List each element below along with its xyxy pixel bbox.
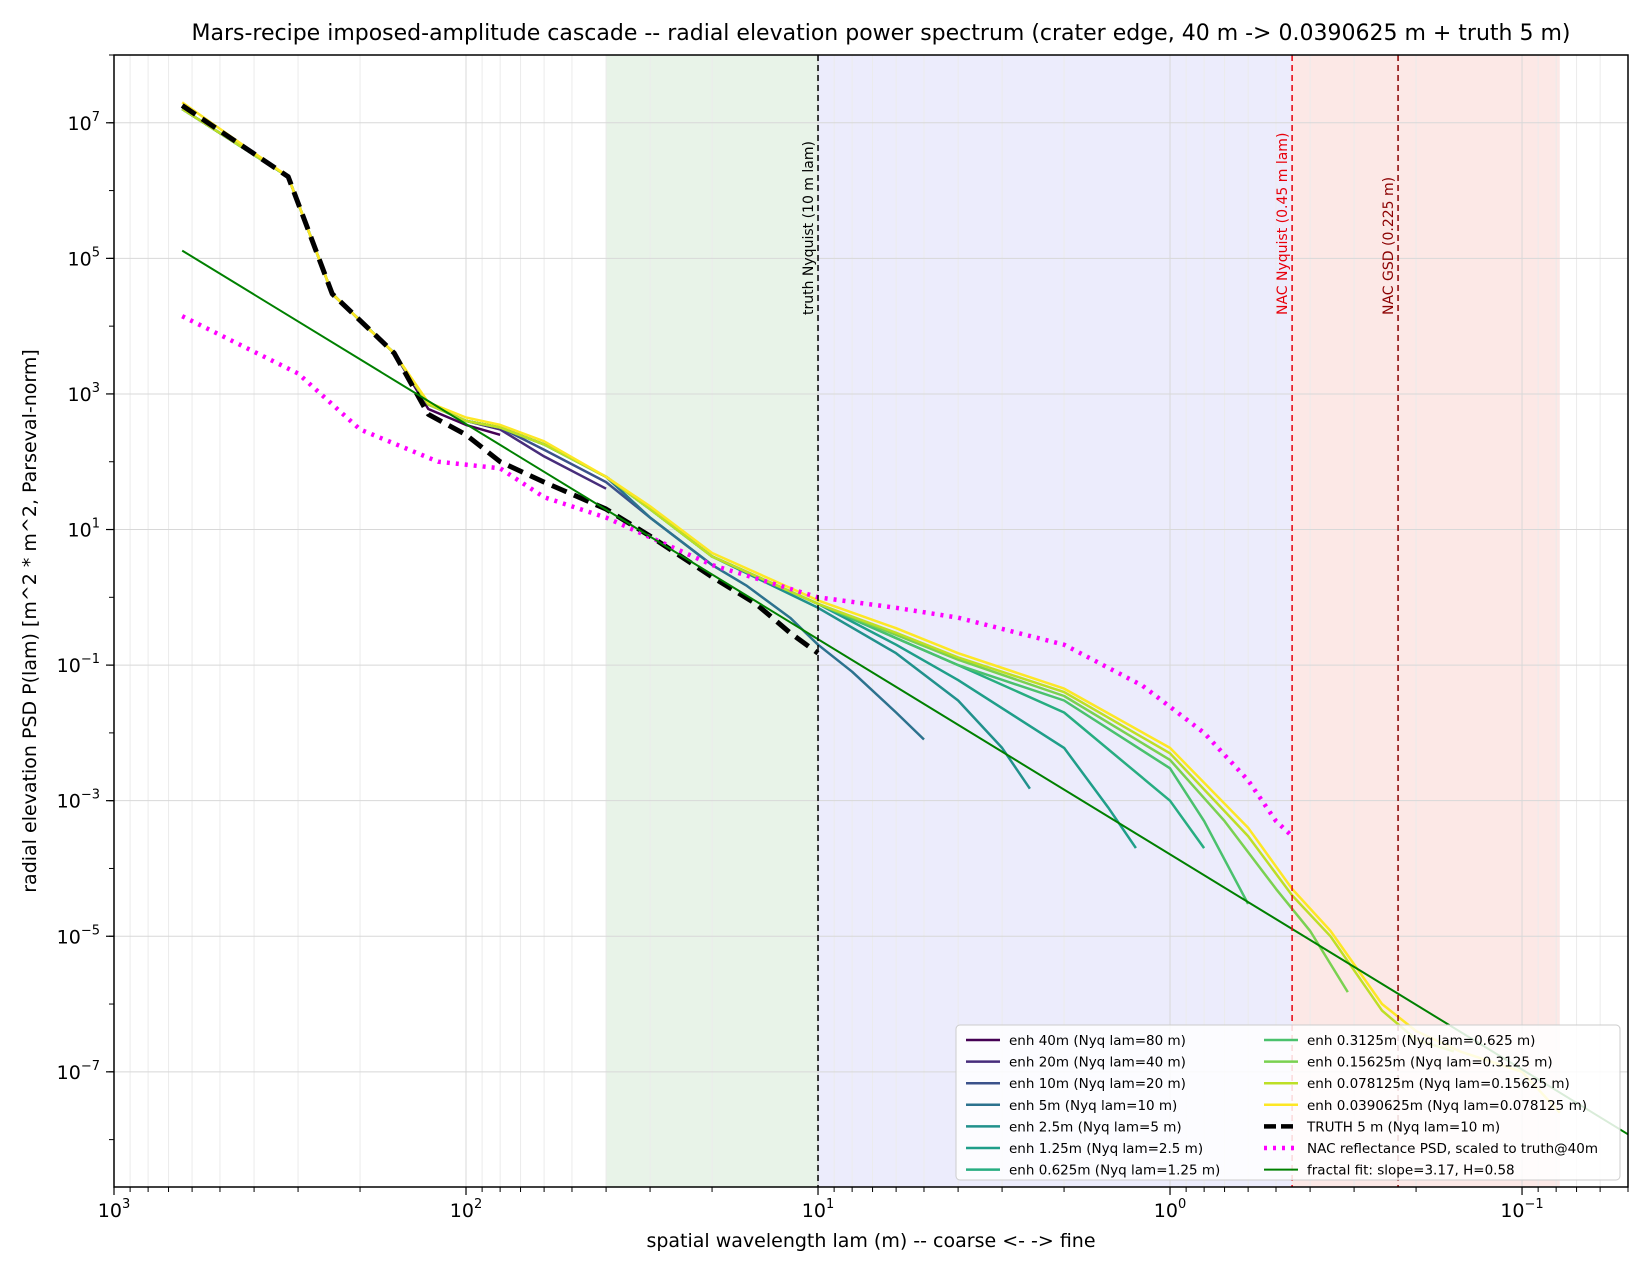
legend-label-10: enh 0.0390625m (Nyq lam=0.078125 m) <box>1307 1098 1587 1114</box>
plot-frame <box>113 54 1629 1188</box>
vline-label-1: NAC Nyquist (0.45 m lam) <box>1275 133 1291 315</box>
x-tick-label-3: 100 <box>1154 1197 1186 1222</box>
legend-label-9: enh 0.078125m (Nyq lam=0.15625 m) <box>1307 1076 1570 1092</box>
grid-lines <box>113 55 1629 1187</box>
series-line-0 <box>181 107 501 437</box>
chart-title: Mars-recipe imposed-amplitude cascade --… <box>192 21 1571 46</box>
y-tick-label-0: 107 <box>68 110 100 135</box>
y-tick-label-2: 103 <box>68 381 100 406</box>
y-tick-label-7: 10−7 <box>57 1059 100 1084</box>
vline-label-0: truth Nyquist (10 m lam) <box>801 141 817 315</box>
x-tick-label-2: 101 <box>802 1197 834 1222</box>
reference-lines: truth Nyquist (10 m lam) NAC Nyquist (0.4… <box>801 55 1399 1187</box>
legend-label-6: enh 0.625m (Nyq lam=1.25 m) <box>1009 1163 1220 1179</box>
legend-label-5: enh 1.25m (Nyq lam=2.5 m) <box>1009 1141 1203 1157</box>
legend-label-3: enh 5m (Nyq lam=10 m) <box>1009 1098 1177 1114</box>
legend-label-1: enh 20m (Nyq lam=40 m) <box>1009 1055 1186 1071</box>
x-tick-label-4: 10−1 <box>1500 1197 1543 1222</box>
shaded-band-2 <box>1292 55 1560 1187</box>
y-tick-label-4: 10−1 <box>57 652 100 677</box>
shaded-band-1 <box>818 55 1293 1187</box>
legend-label-0: enh 40m (Nyq lam=80 m) <box>1009 1033 1186 1049</box>
series-line-10 <box>181 101 1561 1114</box>
legend-label-13: fractal fit: slope=3.17, H=0.58 <box>1307 1163 1515 1179</box>
y-tick-label-5: 10−3 <box>57 788 100 813</box>
shaded-bands <box>606 55 1560 1187</box>
legend-label-11: TRUTH 5 m (Nyq lam=10 m) <box>1306 1119 1500 1135</box>
legend: enh 40m (Nyq lam=80 m) enh 20m (Nyq lam=4… <box>955 1024 1621 1181</box>
series-line-1 <box>181 107 607 490</box>
series-line-11 <box>180 103 820 656</box>
y-tick-label-6: 10−5 <box>57 923 100 948</box>
legend-label-4: enh 2.5m (Nyq lam=5 m) <box>1009 1119 1182 1135</box>
y-axis-label: radial elevation PSD P(lam) [m^2 * m^2, … <box>19 349 41 893</box>
legend-label-12: NAC reflectance PSD, scaled to truth@40m <box>1307 1141 1598 1157</box>
x-axis-label: spatial wavelength lam (m) -- coarse <- … <box>646 1230 1095 1252</box>
vline-label-2: NAC GSD (0.225 m) <box>1381 177 1397 315</box>
x-tick-label-1: 102 <box>450 1197 482 1222</box>
y-tick-label-3: 101 <box>68 517 100 542</box>
legend-label-8: enh 0.15625m (Nyq lam=0.3125 m) <box>1307 1055 1553 1071</box>
legend-label-7: enh 0.3125m (Nyq lam=0.625 m) <box>1307 1033 1535 1049</box>
axis-ticks: 103 102 101 100 10−1 107 105 103 101 10−1 10−3 10−5… <box>57 54 1629 1222</box>
legend-box <box>955 1024 1621 1181</box>
y-tick-label-1: 105 <box>68 245 100 270</box>
series-line-13 <box>181 249 1629 1136</box>
x-tick-label-0: 103 <box>98 1197 130 1222</box>
legend-label-2: enh 10m (Nyq lam=20 m) <box>1009 1076 1186 1092</box>
